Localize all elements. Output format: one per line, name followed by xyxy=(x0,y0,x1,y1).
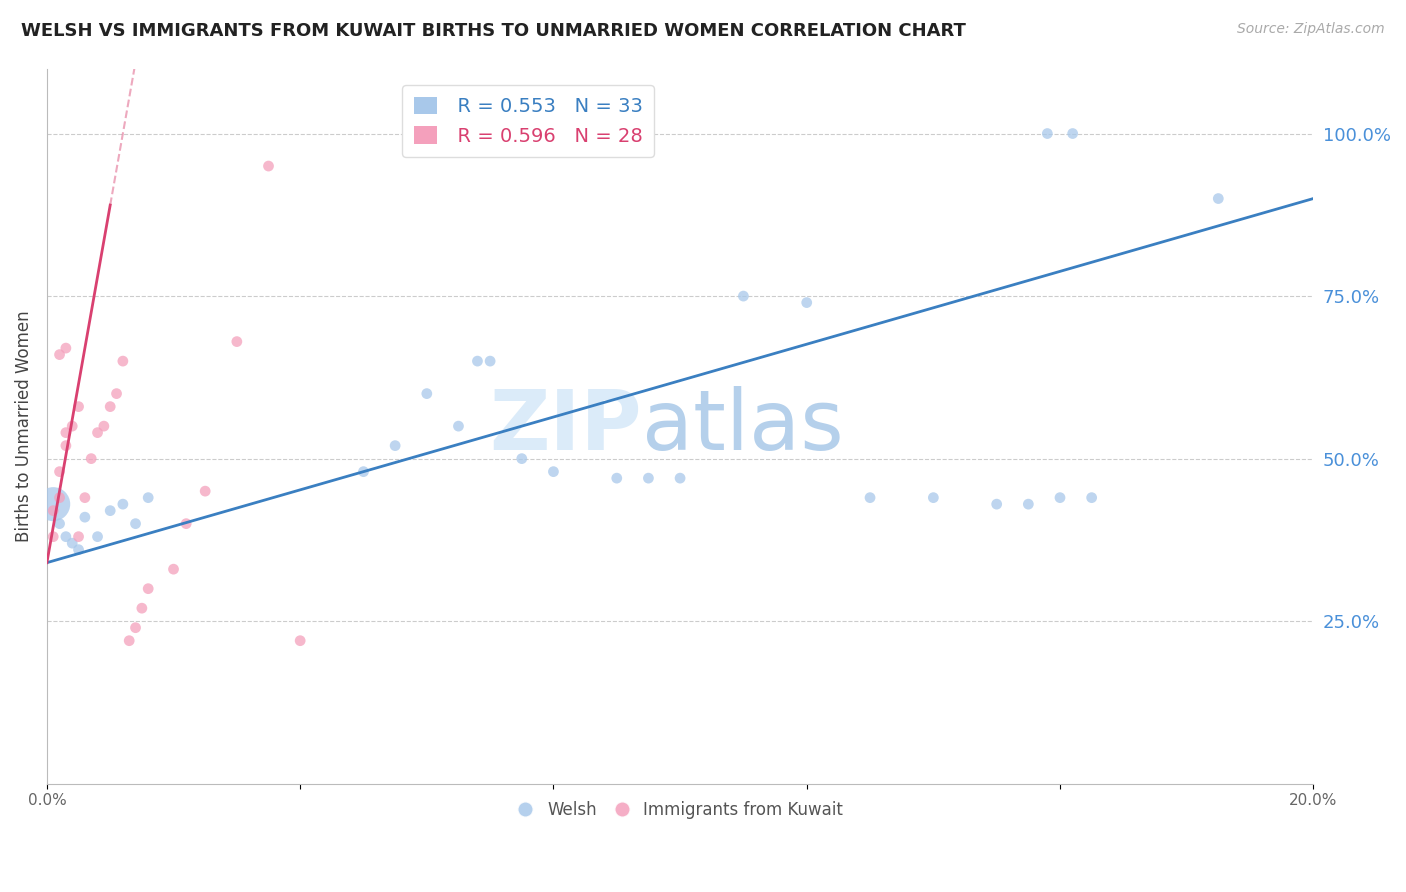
Point xyxy=(60,419,83,434)
Point xyxy=(416,386,439,401)
Point xyxy=(1017,497,1039,511)
Point xyxy=(124,621,146,635)
Point xyxy=(288,633,311,648)
Point xyxy=(60,536,83,550)
Point xyxy=(80,451,103,466)
Point xyxy=(67,400,90,414)
Point xyxy=(48,465,70,479)
Point xyxy=(86,530,108,544)
Point xyxy=(111,497,134,511)
Point xyxy=(637,471,659,485)
Point xyxy=(510,451,533,466)
Point xyxy=(353,465,375,479)
Point xyxy=(42,503,65,517)
Point xyxy=(225,334,247,349)
Point xyxy=(73,491,96,505)
Point xyxy=(105,386,128,401)
Point xyxy=(257,159,280,173)
Point xyxy=(73,510,96,524)
Point xyxy=(93,419,115,434)
Point xyxy=(124,516,146,531)
Text: WELSH VS IMMIGRANTS FROM KUWAIT BIRTHS TO UNMARRIED WOMEN CORRELATION CHART: WELSH VS IMMIGRANTS FROM KUWAIT BIRTHS T… xyxy=(21,22,966,40)
Point xyxy=(111,354,134,368)
Point xyxy=(543,465,565,479)
Point xyxy=(606,471,628,485)
Point xyxy=(1062,127,1084,141)
Point xyxy=(986,497,1008,511)
Point xyxy=(1049,491,1071,505)
Point xyxy=(98,400,121,414)
Point xyxy=(118,633,141,648)
Point xyxy=(922,491,945,505)
Point xyxy=(796,295,818,310)
Point xyxy=(194,484,217,499)
Point xyxy=(98,503,121,517)
Legend: Welsh, Immigrants from Kuwait: Welsh, Immigrants from Kuwait xyxy=(510,794,849,825)
Text: ZIP: ZIP xyxy=(489,385,643,467)
Point xyxy=(447,419,470,434)
Point xyxy=(174,516,197,531)
Point xyxy=(48,348,70,362)
Point xyxy=(67,542,90,557)
Point xyxy=(136,491,159,505)
Point xyxy=(1206,192,1229,206)
Point xyxy=(48,491,70,505)
Y-axis label: Births to Unmarried Women: Births to Unmarried Women xyxy=(15,310,32,542)
Point xyxy=(1080,491,1102,505)
Point xyxy=(162,562,184,576)
Point xyxy=(669,471,692,485)
Point xyxy=(55,425,77,440)
Point xyxy=(67,530,90,544)
Point xyxy=(479,354,502,368)
Point xyxy=(42,530,65,544)
Point xyxy=(733,289,755,303)
Point xyxy=(55,530,77,544)
Point xyxy=(55,439,77,453)
Point xyxy=(384,439,406,453)
Point xyxy=(136,582,159,596)
Text: atlas: atlas xyxy=(643,385,844,467)
Point xyxy=(859,491,882,505)
Point xyxy=(131,601,153,615)
Point xyxy=(42,497,65,511)
Text: Source: ZipAtlas.com: Source: ZipAtlas.com xyxy=(1237,22,1385,37)
Point xyxy=(1036,127,1059,141)
Point xyxy=(467,354,489,368)
Point xyxy=(86,425,108,440)
Point xyxy=(48,516,70,531)
Point xyxy=(55,341,77,355)
